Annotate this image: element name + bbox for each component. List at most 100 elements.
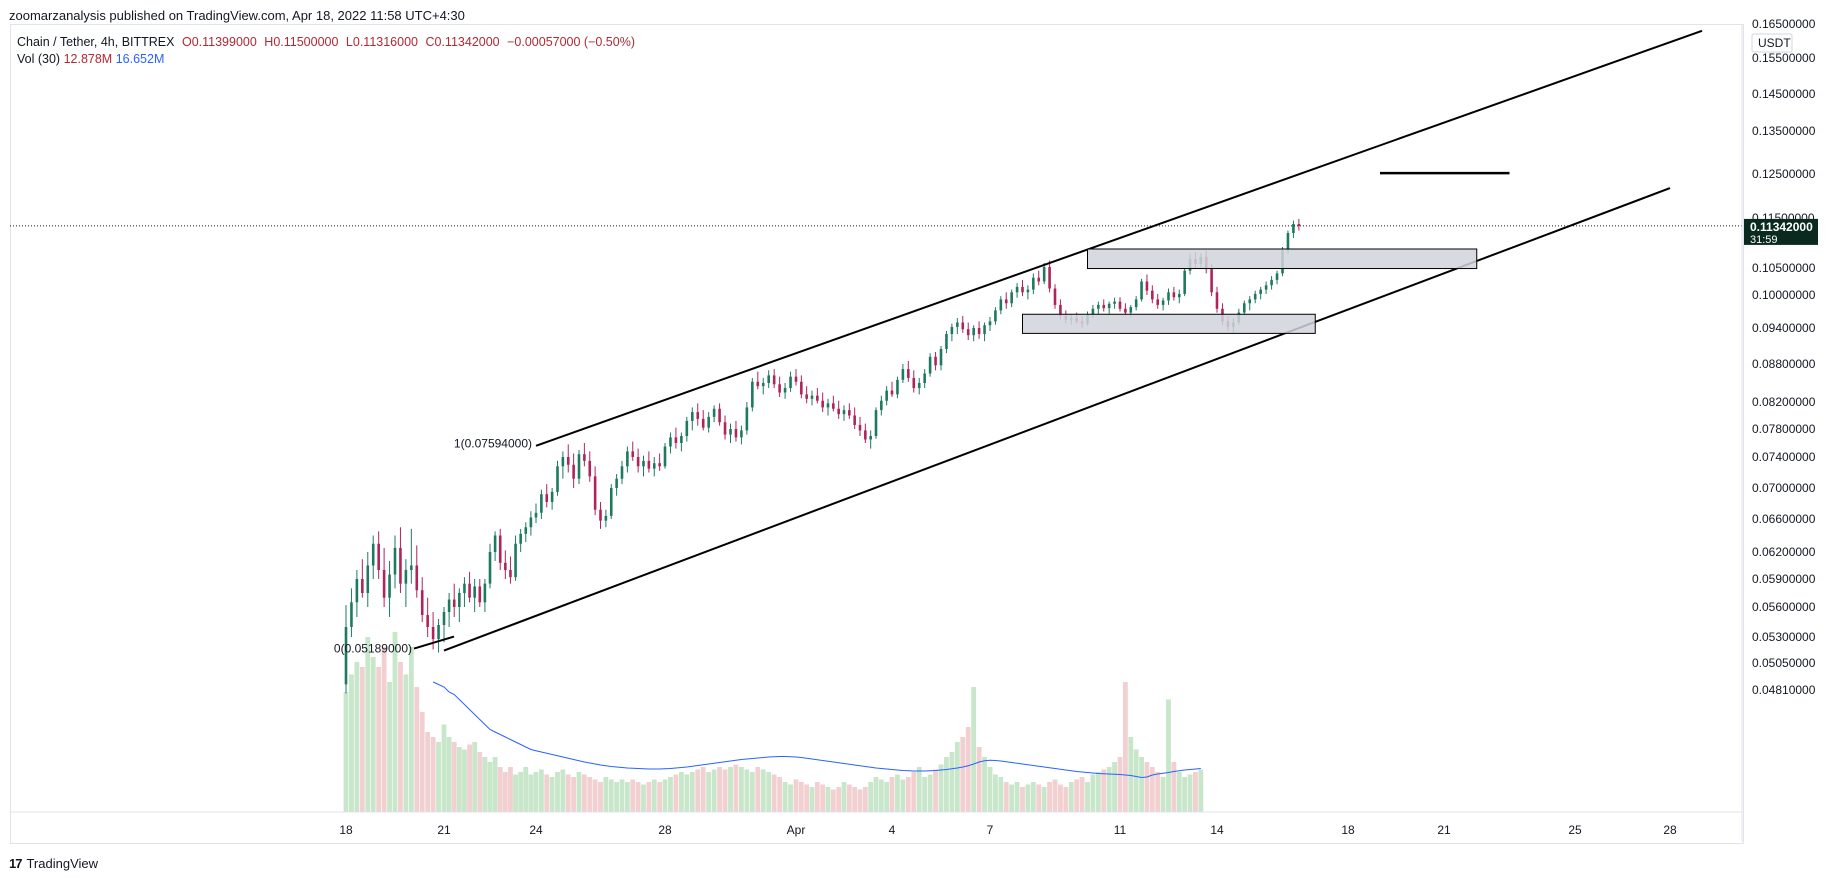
candle-body (821, 400, 824, 408)
fib-anchor-line (413, 635, 455, 650)
time-tick-label: 14 (1210, 823, 1224, 837)
price-tick-label: 0.14500000 (1752, 87, 1816, 101)
volume-bar (1074, 779, 1080, 812)
candle-body (1215, 292, 1219, 309)
volume-bar (960, 737, 966, 812)
volume-bar (1112, 762, 1117, 812)
candle-body (361, 579, 364, 593)
time-tick-label: 11 (1114, 823, 1127, 837)
volume-bar (538, 769, 544, 812)
volume-bar (641, 784, 646, 812)
volume-bar (662, 779, 668, 812)
volume-bar (414, 687, 420, 812)
candle-body (934, 356, 937, 366)
candle-body (636, 457, 640, 467)
volume-bar (1058, 784, 1063, 812)
candle-body (966, 329, 970, 336)
publisher-line: zoomarzanalysis published on TradingView… (9, 8, 465, 23)
candle-body (577, 454, 581, 479)
candle-body (723, 422, 727, 435)
time-tick-label: Apr (787, 823, 806, 837)
candle-body (988, 321, 992, 326)
candle-body (1032, 277, 1035, 290)
volume-bar (1052, 779, 1058, 812)
candle-body (1010, 292, 1013, 304)
candle-body (468, 583, 471, 598)
candle-body (550, 491, 554, 502)
time-tick-label: 28 (658, 823, 672, 837)
currency-badge (1751, 33, 1793, 53)
candle-body (371, 543, 375, 566)
candle-body (1167, 292, 1170, 301)
volume-bar (492, 757, 498, 812)
candle-body (685, 420, 689, 436)
candle-body (805, 394, 808, 399)
candle-body (789, 376, 792, 389)
candle-body (540, 494, 543, 513)
tradingview-logo-icon[interactable]: 17 (9, 856, 23, 871)
volume-bar (1117, 757, 1123, 812)
volume-bar (430, 737, 436, 812)
volume-bar (1085, 782, 1090, 812)
volume-bar (954, 742, 960, 812)
candle-body (994, 310, 997, 322)
price-tick-label: 0.09400000 (1752, 321, 1816, 335)
candle-body (680, 436, 683, 443)
volume-bar (359, 667, 365, 812)
volume-bar (1090, 774, 1096, 812)
candle-body (593, 476, 597, 510)
ohlc-high: H0.11500000 (264, 35, 339, 49)
channel-lower-line (443, 187, 1671, 652)
volume-bar (487, 762, 493, 812)
candle-body (761, 383, 765, 387)
volume-bar (1198, 769, 1204, 812)
volume-bar (1025, 784, 1031, 812)
volume-bar (343, 692, 349, 812)
candle-body (950, 326, 954, 334)
candle-body (1059, 304, 1062, 316)
volume-bar (889, 777, 895, 812)
footer: 17 TradingView (9, 856, 98, 871)
volume-bar (841, 782, 847, 812)
candle-body (848, 410, 851, 416)
volume-label[interactable]: Vol (30) (17, 52, 61, 66)
candle-body (912, 377, 916, 389)
volume-bar (749, 772, 755, 812)
candle-body (415, 565, 419, 591)
footer-brand[interactable]: TradingView (26, 856, 99, 871)
candle-body (1275, 273, 1279, 280)
candle-body (674, 437, 678, 443)
volume-bar (798, 782, 804, 812)
volume-bar (830, 789, 836, 812)
candle-body (524, 527, 528, 534)
candle-body (1183, 270, 1186, 294)
candle-body (498, 535, 502, 563)
ohlc-open: O0.11399000 (181, 35, 257, 49)
volume-bar (1122, 682, 1128, 812)
price-tick-label: 0.07000000 (1752, 481, 1816, 495)
candle-body (1053, 288, 1057, 305)
candle-body (890, 390, 894, 395)
volume-bar (695, 769, 701, 812)
volume-bar (760, 769, 766, 812)
candle-body (1253, 293, 1257, 300)
candle-body (832, 403, 835, 409)
candle-body (388, 574, 391, 598)
candle-body (917, 383, 921, 389)
candle-body (928, 356, 932, 374)
volume-bar (782, 782, 788, 812)
volume-bar (793, 779, 799, 812)
candle-body (1107, 303, 1111, 309)
candle-body (961, 322, 965, 330)
volume-bar (668, 777, 673, 812)
candle-body (712, 408, 716, 417)
volume-bar (436, 742, 441, 812)
candle-body (1264, 285, 1268, 290)
volume-bar (571, 777, 577, 812)
candle-body (572, 464, 575, 479)
price-tick-label: 0.05050000 (1752, 656, 1816, 670)
candle-body (478, 586, 482, 603)
candle-body (652, 463, 656, 469)
symbol-title[interactable]: Chain / Tether, 4h, BITTREX (17, 35, 175, 49)
